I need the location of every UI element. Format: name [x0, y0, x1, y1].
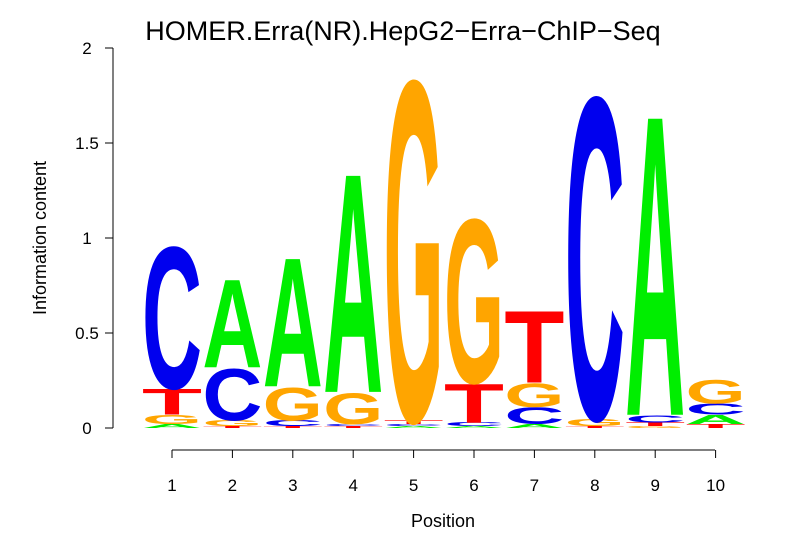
x-axis-label: Position [411, 511, 475, 531]
x-tick-label: 4 [348, 476, 357, 495]
x-tick-label: 6 [469, 476, 478, 495]
logo-letter-g: G [142, 412, 202, 427]
y-axis: 0 0.5 1 1.5 2 [75, 39, 114, 438]
logo-letter-t: T [625, 421, 685, 427]
x-tick-label: 9 [650, 476, 659, 495]
logo-letter-g: G [323, 384, 383, 434]
x-tick-label: 7 [530, 476, 539, 495]
logo-letter-g: G [565, 417, 625, 429]
y-tick-label: 2 [82, 39, 91, 58]
logo-letter-a: A [625, 26, 685, 506]
logo-letter-c: C [384, 424, 444, 427]
logo-letter-c: C [686, 400, 746, 418]
x-axis: 1 2 3 4 5 6 7 8 9 10 [167, 449, 725, 495]
x-tick-label: 2 [228, 476, 237, 495]
x-tick-label: 1 [167, 476, 176, 495]
y-tick-label: 0 [82, 419, 91, 438]
y-tick-label: 0.5 [75, 324, 99, 343]
logo-letter-a: A [504, 423, 564, 429]
logo-letter-t: T [686, 423, 746, 429]
logo-letter-g: G [444, 171, 504, 433]
logo-letter-t: T [565, 426, 625, 429]
logo-letter-g: G [625, 426, 685, 429]
x-tick-label: 8 [590, 476, 599, 495]
logo-letter-t: T [142, 381, 202, 422]
logo-letter-t: T [323, 426, 383, 429]
logo-letter-a: A [142, 423, 202, 429]
logo-letter-a: A [686, 412, 746, 427]
logo-letter-t: T [504, 290, 564, 405]
logo-letter-c: C [202, 354, 262, 437]
logo-letter-c: C [142, 204, 202, 432]
logo-letter-a: A [263, 220, 323, 426]
logo-letter-c: C [565, 2, 625, 517]
logo-letter-a: A [444, 426, 504, 429]
chart-title: HOMER.Erra(NR).HepG2−Erra−ChIP−Seq [145, 16, 660, 46]
y-tick-label: 1 [82, 229, 91, 248]
logo-letter-g: G [686, 372, 746, 411]
logo-letter-t: T [444, 372, 504, 434]
logo-letter-c: C [504, 403, 564, 429]
logo-letter-c: C [625, 413, 685, 425]
logo-letter-g: G [263, 377, 323, 430]
x-tick-label: 3 [288, 476, 297, 495]
logo-letter-g: G [384, 0, 444, 525]
y-axis-label: Information content [30, 161, 50, 315]
logo-letter-t: T [202, 426, 262, 429]
logo-letter-c: C [444, 421, 504, 427]
logo-letter-a: A [202, 252, 262, 394]
x-tick-label: 10 [706, 476, 725, 495]
x-tick-label: 5 [409, 476, 418, 495]
logo-letter-t: T [384, 419, 444, 425]
y-tick-label: 1.5 [75, 134, 99, 153]
logo-letter-c: C [323, 424, 383, 427]
logo-letter-a: A [323, 108, 383, 459]
logo-letter-t: T [263, 426, 323, 429]
logo-letter-g: G [202, 419, 262, 428]
logo-letter-c: C [263, 419, 323, 428]
logo-letter-g: G [504, 376, 564, 415]
logo-letter-a: A [384, 426, 444, 429]
